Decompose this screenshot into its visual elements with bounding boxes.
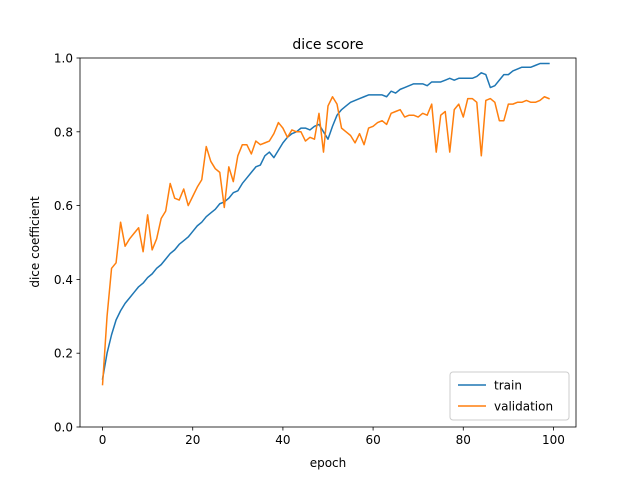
series-group	[101, 62, 550, 386]
series-line-validation	[101, 96, 550, 386]
y-tick-label: 0.8	[54, 125, 73, 139]
plot-frame	[79, 57, 577, 428]
x-tick-label: 20	[185, 433, 200, 447]
y-tick-label: 0.2	[54, 347, 73, 361]
y-tick-label: 0.0	[54, 421, 73, 435]
x-tick-label: 80	[456, 433, 471, 447]
series-line-train	[101, 62, 550, 380]
y-tick-label: 0.6	[54, 199, 73, 213]
y-tick-label: 0.4	[54, 273, 73, 287]
y-axis-label: dice coefficient	[28, 196, 42, 288]
legend-label-train: train	[494, 379, 522, 393]
x-tick-label: 0	[99, 433, 107, 447]
legend-box	[449, 371, 570, 421]
y-tick-label: 1.0	[54, 52, 73, 66]
chart-title: dice score	[292, 37, 363, 53]
x-tick-label: 60	[365, 433, 380, 447]
x-tick-label: 100	[542, 433, 565, 447]
x-axis-label: epoch	[310, 456, 347, 470]
legend: train validation	[449, 371, 570, 421]
x-tick-label: 40	[275, 433, 290, 447]
legend-label-validation: validation	[494, 400, 553, 414]
